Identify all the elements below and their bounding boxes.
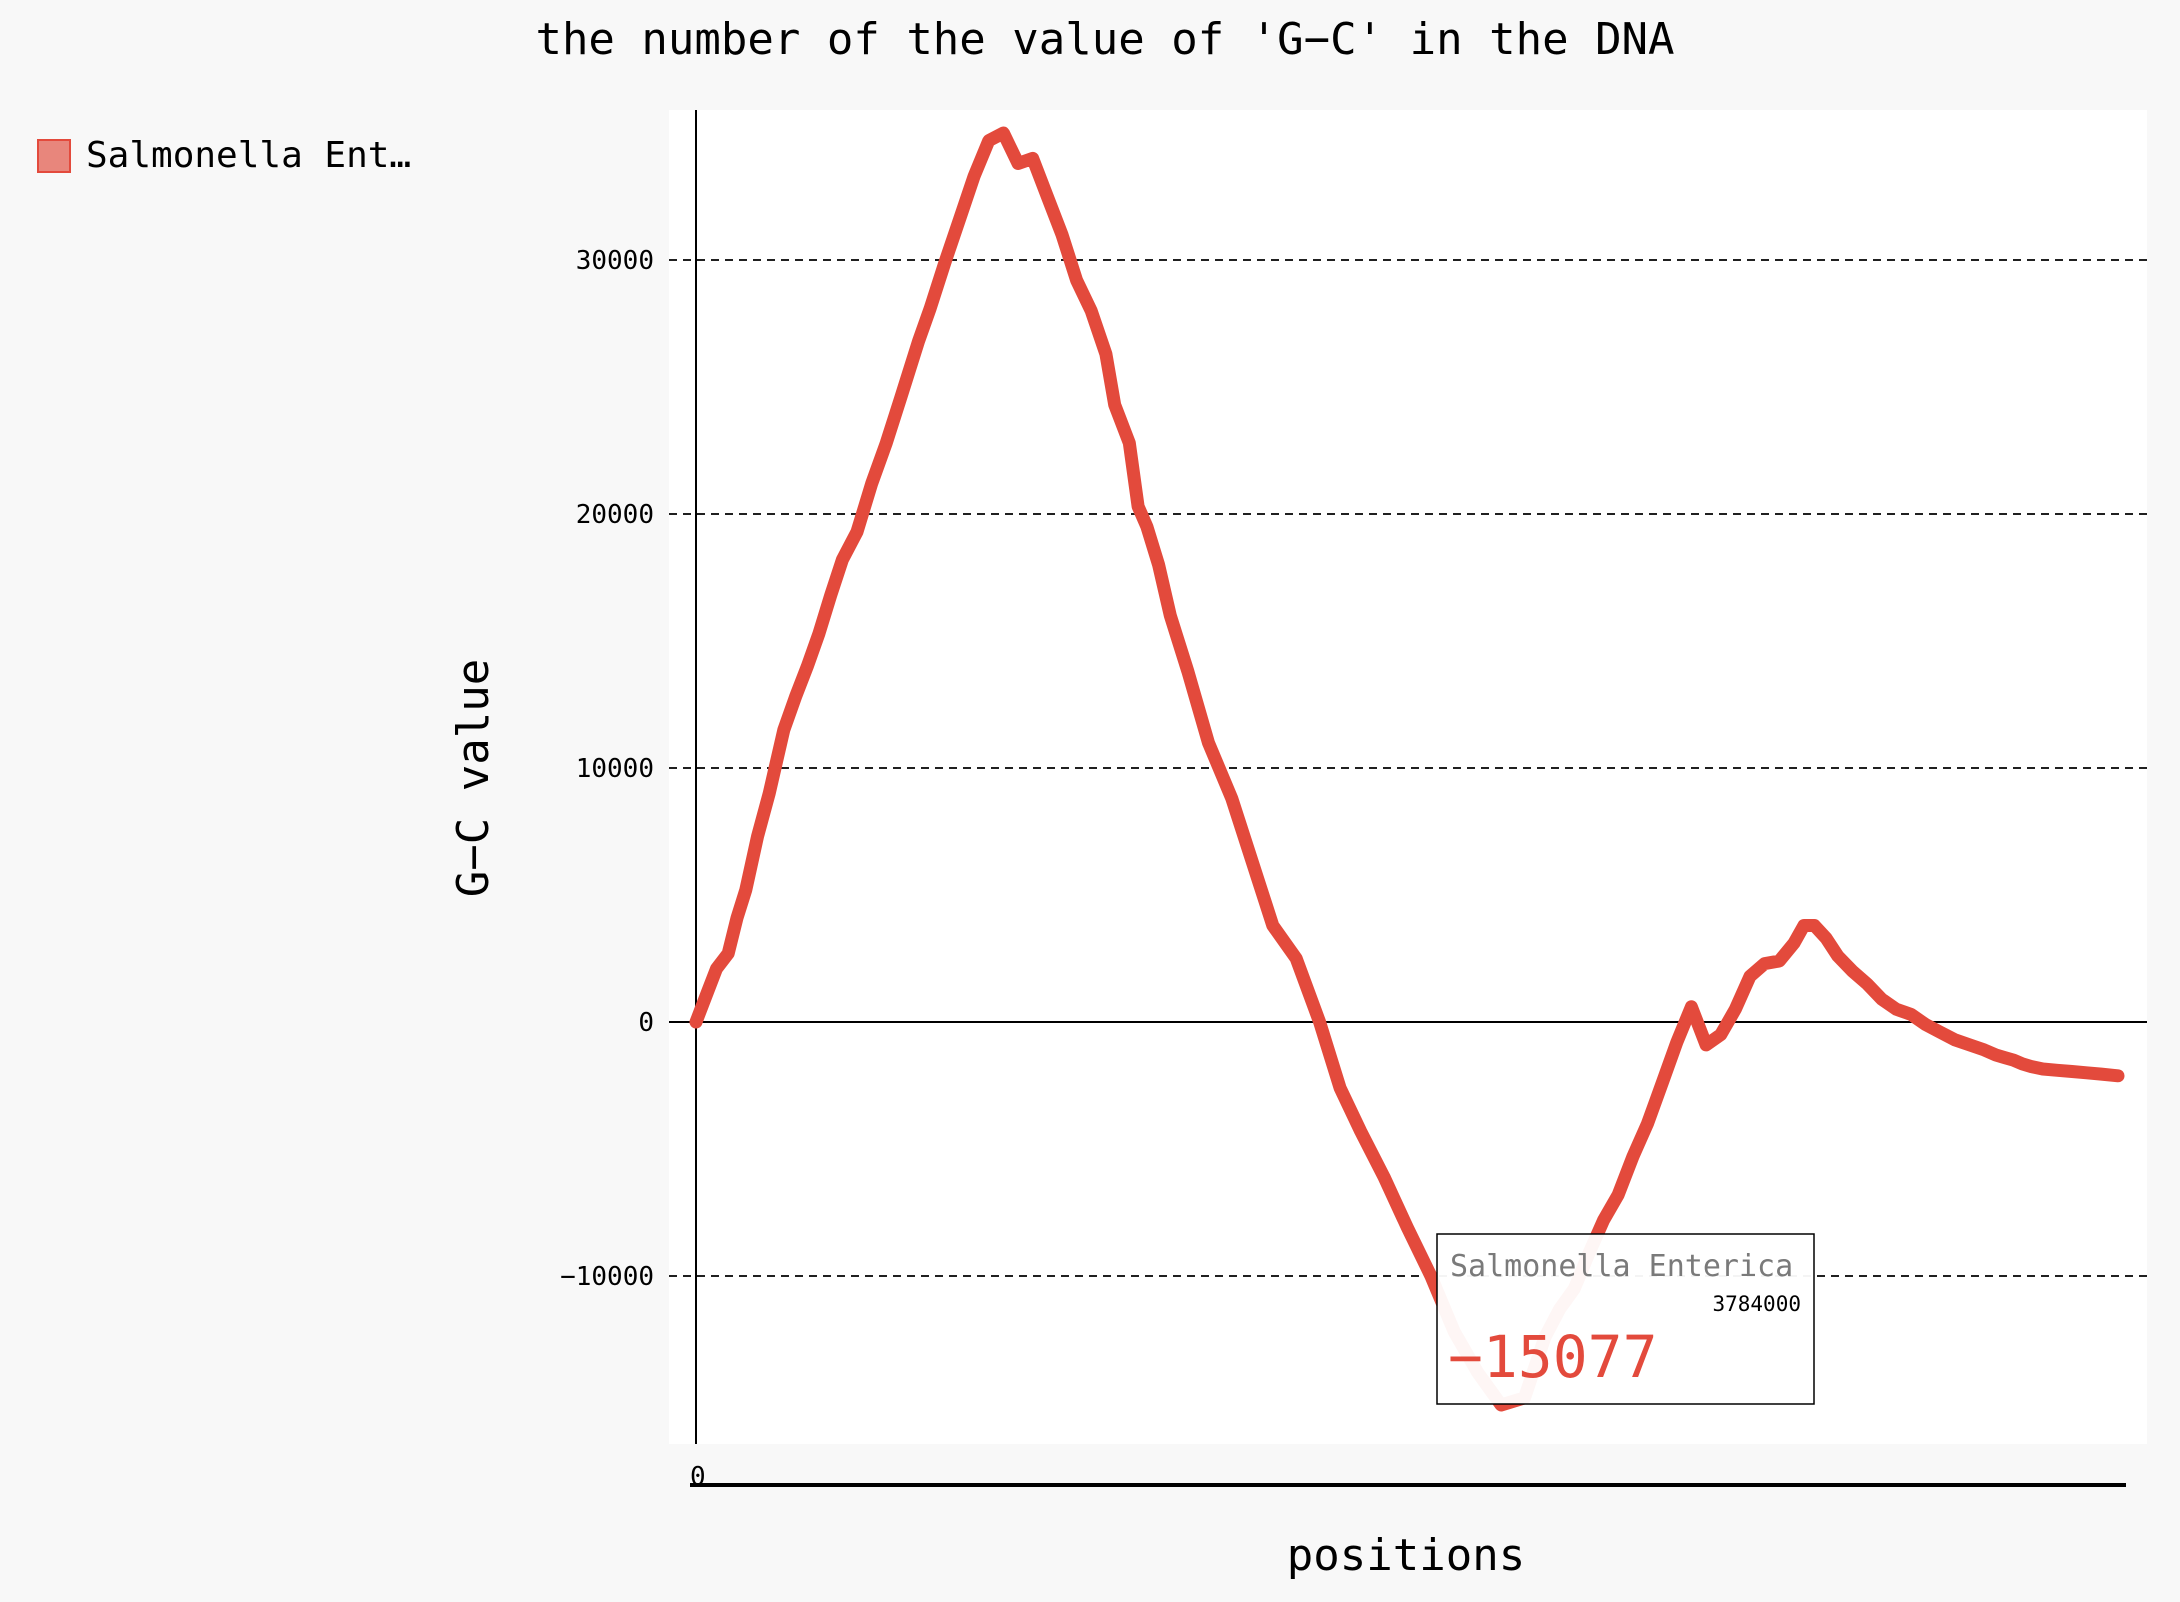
x-axis-title: positions [1287,1530,1525,1581]
y-tick-labels: −10000 0 10000 20000 30000 [560,246,654,1292]
y-tick-label-30000: 30000 [576,246,654,276]
series-line-salmonella-enterica[interactable] [689,126,2125,1412]
tooltip-series-name: Salmonella Enterica [1450,1249,1793,1284]
tooltip-y-value: −15077 [1448,1323,1658,1391]
tooltip-box [1436,1233,1815,1405]
y-tick-label-0: 0 [638,1008,654,1038]
grid-lines [669,259,2147,1277]
plot-area [669,110,2147,1444]
y-axis-title: G−C value [448,659,499,897]
y-tick-label-10000: 10000 [576,754,654,784]
legend-swatch[interactable] [37,139,71,173]
chart-title: the number of the value of 'G−C' in the … [535,14,1674,65]
x-tick-label-0: 0 [690,1462,706,1492]
tooltip: Salmonella Enterica 3784000 −15077 [1436,1233,1815,1405]
y-tick-label--10000: −10000 [560,1262,654,1292]
y-tick-label-20000: 20000 [576,500,654,530]
legend[interactable]: Salmonella Ent… [37,135,411,176]
legend-label[interactable]: Salmonella Ent… [86,135,411,176]
tooltip-x-value: 3784000 [1712,1292,1801,1316]
